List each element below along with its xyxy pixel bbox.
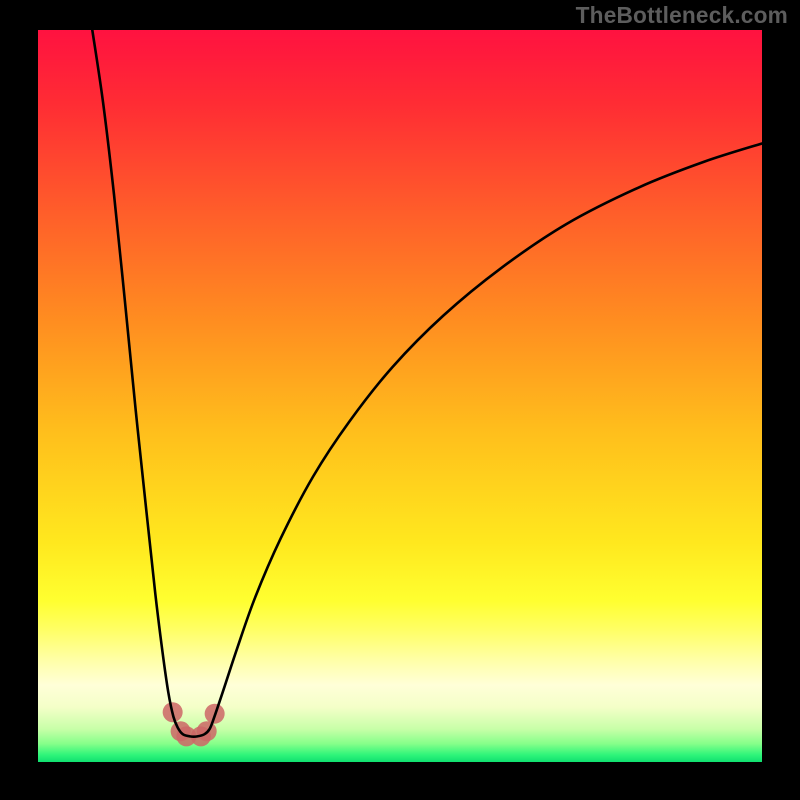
watermark-text: TheBottleneck.com [576,2,788,29]
stage: TheBottleneck.com [0,0,800,800]
bottleneck-curve [92,30,762,737]
chart-svg [38,30,762,762]
plot-area [38,30,762,762]
